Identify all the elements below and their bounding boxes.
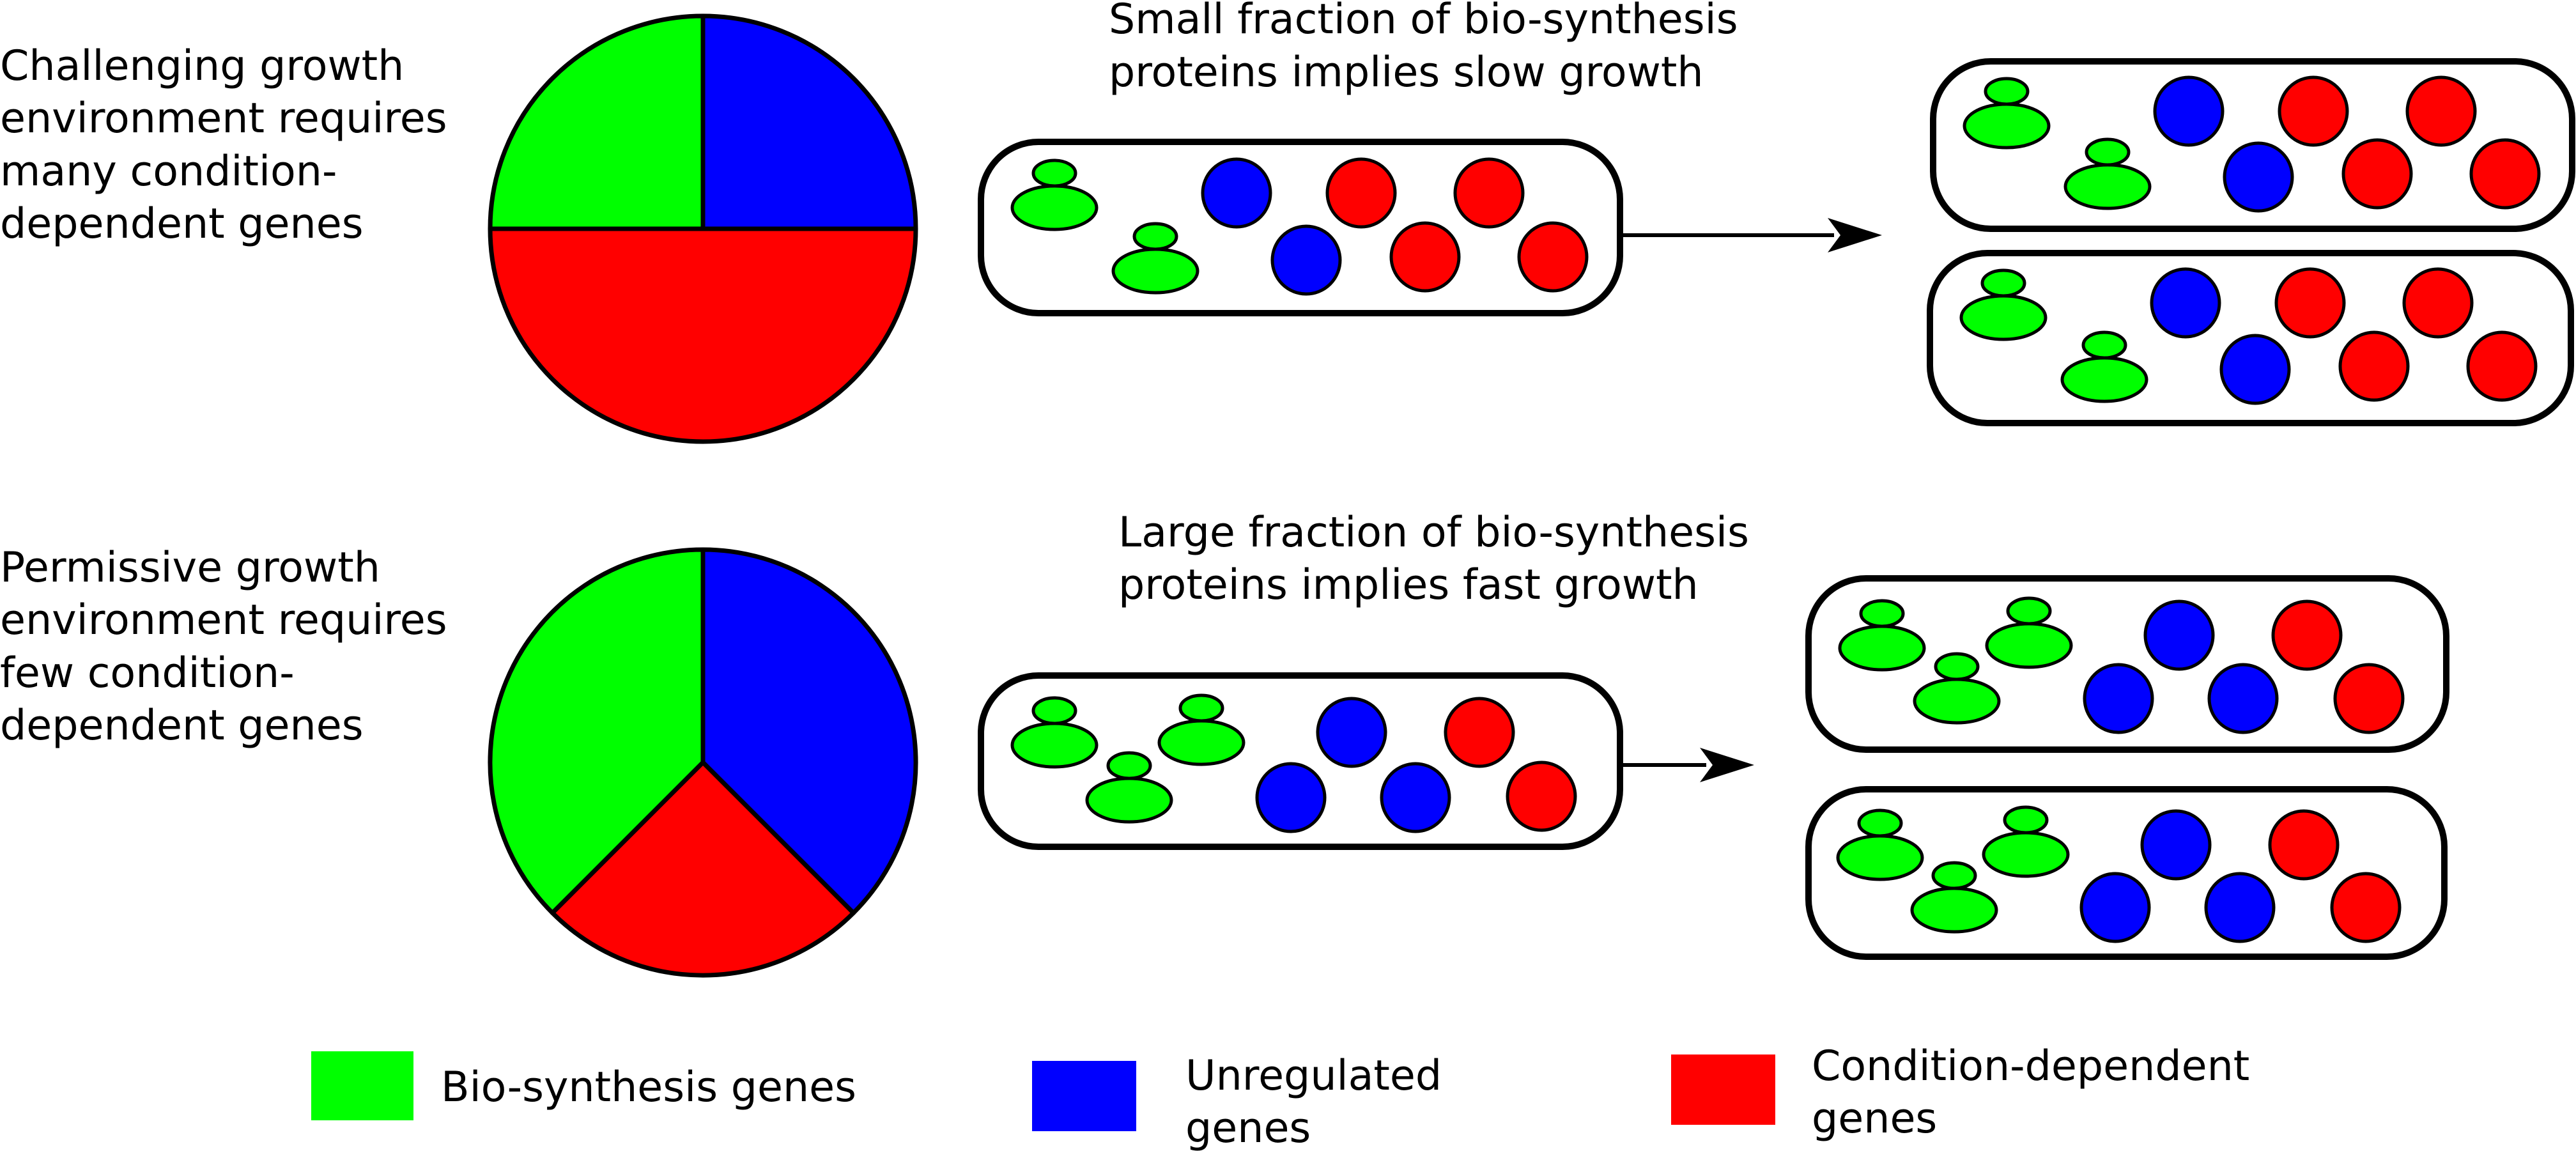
challenging-daughter-cell [1927, 250, 2574, 426]
permissive-daughter-cell [1805, 575, 2449, 753]
unregulated-protein [2207, 663, 2279, 734]
biosynthesis-protein [1985, 596, 2073, 669]
condition-dependent-protein [1453, 157, 1525, 229]
condition-dependent-protein [2338, 330, 2410, 402]
permissive-description-line: dependent genes [0, 702, 364, 750]
condition-dependent-protein [2268, 809, 2340, 881]
biosynthesis-protein [1111, 222, 1199, 295]
challenging-daughter-cell [1930, 58, 2575, 232]
biosynthesis-protein [1010, 696, 1099, 769]
biosynthesis-protein [1836, 808, 1924, 881]
condition-dependent-protein [1517, 221, 1589, 293]
pie-slice-biosynthesis [488, 13, 706, 231]
biosynthesis-protein [1913, 652, 2001, 725]
unregulated-protein [1255, 762, 1327, 833]
biosynthesis-protein [1157, 693, 1246, 766]
condition-dependent-protein [2402, 267, 2474, 339]
biosynthesis-protein [1010, 158, 1099, 231]
legend-label-condition-dependent: Condition-dependent genes [1812, 1042, 2263, 1143]
division-arrow [1621, 218, 1882, 252]
pie-slice-unregulated [700, 13, 918, 231]
unregulated-protein [1201, 157, 1272, 229]
permissive-daughter-cell [1805, 786, 2448, 960]
unregulated-protein [2150, 267, 2221, 339]
unregulated-protein [2204, 872, 2276, 943]
challenging-description-line: many condition- [0, 148, 337, 196]
biosynthesis-protein [1959, 268, 2048, 341]
permissive-description: Permissive growth environment requires f… [0, 544, 460, 750]
biosynthesis-protein [1910, 861, 1998, 934]
challenging-mother-cell [978, 139, 1623, 316]
legend-item-biosynthesis: Bio-synthesis genes [311, 1051, 856, 1120]
pie-slice-biosynthesis [488, 547, 706, 915]
unregulated-protein [2083, 663, 2154, 734]
division-arrow [1621, 748, 1754, 782]
legend-item-condition-dependent: Condition-dependent genes [1671, 1042, 2263, 1143]
permissive-caption-line: Large fraction of bio-synthesis [1118, 509, 1749, 557]
pie-slice-condition-dependent [550, 760, 856, 978]
legend: Bio-synthesis genes Unregulated genes Co… [311, 1042, 2263, 1151]
condition-dependent-protein [2466, 330, 2538, 402]
legend-item-unregulated: Unregulated genes [1032, 1052, 1455, 1151]
legend-label-biosynthesis: Bio-synthesis genes [441, 1063, 856, 1111]
unregulated-protein [2079, 872, 2151, 943]
challenging-description: Challenging growth environment requires … [0, 42, 460, 248]
biosynthesis-protein [2060, 330, 2148, 403]
unregulated-protein [2223, 141, 2294, 213]
permissive-caption: Large fraction of bio-synthesis proteins… [1118, 509, 1762, 609]
permissive-description-line: Permissive growth [0, 544, 380, 592]
permissive-environment-row: Permissive growth environment requires f… [0, 509, 2449, 978]
condition-dependent-protein [2271, 599, 2343, 671]
challenging-caption-line: proteins implies slow growth [1109, 49, 1704, 97]
legend-label-unregulated: Unregulated genes [1185, 1052, 1455, 1151]
permissive-mother-cell [978, 672, 1623, 850]
challenging-description-line: dependent genes [0, 200, 364, 248]
unregulated-protein [1380, 762, 1451, 833]
condition-dependent-protein [2278, 75, 2349, 147]
unregulated-protein [1316, 697, 1387, 768]
condition-dependent-protein [1444, 697, 1515, 768]
challenging-description-line: Challenging growth [0, 42, 404, 90]
condition-dependent-protein [2330, 872, 2402, 943]
unregulated-protein [2219, 334, 2291, 405]
challenging-caption-line: Small fraction of bio-synthesis [1109, 0, 1738, 43]
biosynthesis-protein [1085, 751, 1173, 824]
challenging-caption: Small fraction of bio-synthesis proteins… [1109, 0, 1751, 97]
pie-slice-condition-dependent [488, 226, 918, 444]
permissive-caption-line: proteins implies fast growth [1118, 561, 1699, 609]
challenging-description-line: environment requires [0, 95, 447, 143]
condition-dependent-protein [2333, 663, 2405, 734]
condition-dependent-protein [1325, 157, 1397, 229]
condition-dependent-protein [2469, 138, 2541, 210]
challenging-gene-pie [488, 13, 918, 444]
legend-swatch-condition-dependent [1671, 1054, 1775, 1125]
condition-dependent-protein [1389, 221, 1461, 293]
condition-dependent-protein [2274, 267, 2346, 339]
biosynthesis-protein [1982, 805, 2070, 878]
permissive-description-line: few condition- [0, 649, 295, 697]
permissive-description-line: environment requires [0, 596, 447, 644]
biosynthesis-protein [2063, 137, 2152, 210]
unregulated-protein [2140, 809, 2212, 881]
unregulated-protein [2143, 599, 2215, 671]
condition-dependent-protein [2405, 75, 2477, 147]
challenging-environment-row: Challenging growth environment requires … [0, 0, 2575, 444]
biosynthesis-protein [1838, 599, 1926, 672]
biosynthesis-protein [1963, 77, 2051, 150]
legend-swatch-unregulated [1032, 1061, 1136, 1131]
pie-slice-unregulated [700, 547, 918, 915]
permissive-gene-pie [488, 547, 918, 978]
unregulated-protein [2153, 75, 2225, 147]
condition-dependent-protein [1506, 761, 1577, 832]
unregulated-protein [1270, 224, 1342, 296]
condition-dependent-protein [2341, 138, 2413, 210]
legend-swatch-biosynthesis [311, 1051, 413, 1120]
